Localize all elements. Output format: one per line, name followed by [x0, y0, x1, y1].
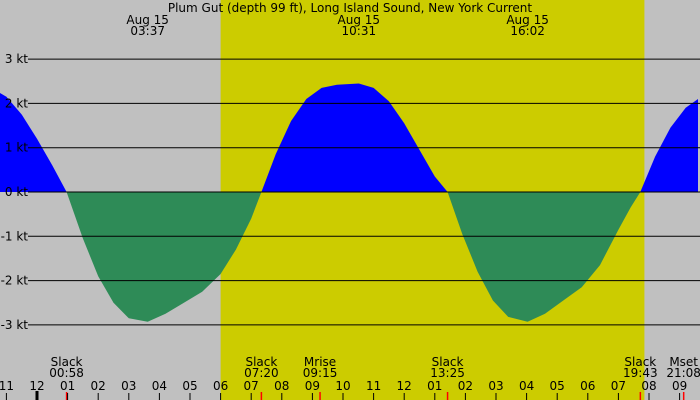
x-tick-label: 08 — [641, 379, 656, 393]
x-tick-label: 03 — [121, 379, 136, 393]
event-name-label: Slack — [432, 355, 464, 369]
x-tick-label: 04 — [519, 379, 534, 393]
current-areas — [0, 83, 698, 322]
x-tick-label: 02 — [91, 379, 106, 393]
ebb-area — [447, 192, 641, 322]
y-tick-label: -3 kt — [1, 318, 29, 332]
x-tick-label: 01 — [60, 379, 75, 393]
flood-area — [640, 99, 698, 192]
x-tick-label: 09 — [672, 379, 687, 393]
x-tick-label: 03 — [488, 379, 503, 393]
y-axis-labels: 3 kt 2 kt 1 kt 0 kt -1 kt -2 kt -3 kt — [1, 52, 29, 332]
event-name-label: Slack — [51, 355, 83, 369]
y-tick-label: 2 kt — [5, 96, 28, 110]
x-axis: 11 12 01 02 03 04 05 06 07 08 09 10 11 12 01 02 03 04 05 06… — [0, 379, 687, 400]
x-tick-label: 07 — [611, 379, 626, 393]
top-date-label: Aug 15 — [506, 13, 549, 27]
x-tick-label: 12 — [397, 379, 412, 393]
top-date-label: Aug 15 — [338, 13, 381, 27]
x-tick-label: 10 — [335, 379, 350, 393]
x-tick-label: 07 — [244, 379, 259, 393]
x-tick-label: 11 — [0, 379, 14, 393]
y-tick-label: 3 kt — [5, 52, 28, 66]
event-time-label: 00:58 — [49, 366, 84, 380]
event-labels: Slack00:58Slack07:20Mrise09:15Slack13:25… — [49, 355, 700, 400]
x-tick-label: 01 — [427, 379, 442, 393]
x-tick-label: 05 — [182, 379, 197, 393]
flood-area — [261, 83, 448, 192]
event-name-label: Mset — [669, 355, 698, 369]
top-time-label: 16:02 — [510, 24, 545, 38]
x-tick-label: 11 — [366, 379, 381, 393]
event-time-label: 19:43 — [623, 366, 658, 380]
top-time-label: 03:37 — [130, 24, 165, 38]
event-name-label: Mrise — [304, 355, 336, 369]
top-date-label: Aug 15 — [126, 13, 169, 27]
flood-area — [0, 93, 67, 192]
x-tick-label: 04 — [152, 379, 167, 393]
x-tick-label: 12 — [29, 379, 44, 393]
y-tick-label: 0 kt — [5, 185, 28, 199]
x-tick-label: 08 — [274, 379, 289, 393]
x-tick-label: 09 — [305, 379, 320, 393]
event-time-label: 09:15 — [303, 366, 338, 380]
y-tick-label: -1 kt — [1, 229, 29, 243]
x-tick-label: 05 — [550, 379, 565, 393]
top-time-label: 10:31 — [342, 24, 377, 38]
chart-title: Plum Gut (depth 99 ft), Long Island Soun… — [168, 1, 533, 15]
y-tick-label: -2 kt — [1, 274, 29, 288]
event-time-label: 07:20 — [244, 366, 279, 380]
y-tick-label: 1 kt — [5, 141, 28, 155]
x-tick-label: 06 — [580, 379, 595, 393]
x-tick-label: 02 — [458, 379, 473, 393]
grid-lines — [28, 58, 700, 326]
x-tick-label: 06 — [213, 379, 228, 393]
event-time-label: 21:08 — [666, 366, 700, 380]
event-name-label: Slack — [245, 355, 277, 369]
event-name-label: Slack — [624, 355, 656, 369]
event-time-label: 13:25 — [430, 366, 465, 380]
ebb-area — [66, 192, 262, 322]
